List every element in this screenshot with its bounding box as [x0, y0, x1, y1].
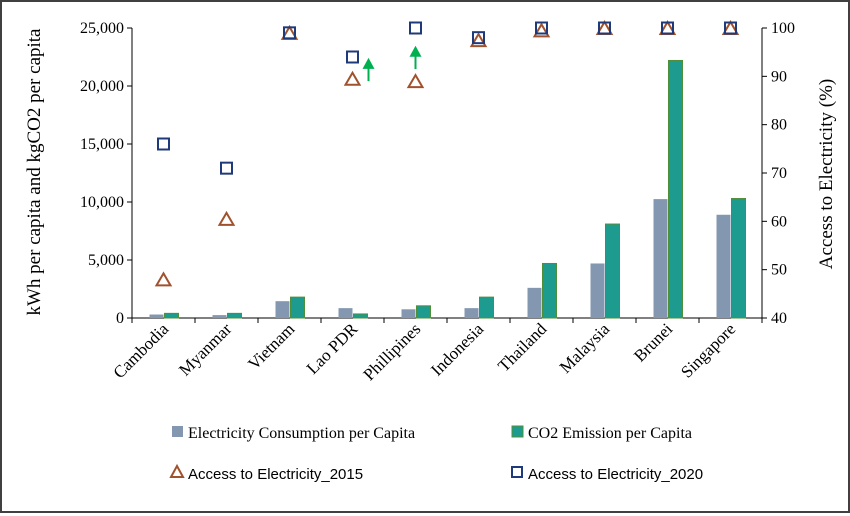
electricity-consumption-bar — [338, 308, 353, 318]
access-2020-marker — [220, 161, 233, 175]
y2-tick-label: 70 — [771, 165, 787, 182]
access-2020-marker — [283, 26, 296, 40]
electricity-consumption-bar — [590, 263, 605, 318]
legend-label: Electricity Consumption per Capita — [188, 425, 415, 442]
co2-emission-bar — [479, 296, 494, 319]
co2-emission-bar — [542, 262, 557, 319]
legend-label: Access to Electricity_2020 — [528, 466, 703, 483]
legend-label: Access to Electricity_2015 — [188, 466, 363, 483]
access-2020-marker — [409, 21, 422, 35]
access-2015-marker — [154, 271, 173, 287]
y2-tick-label: 60 — [771, 213, 787, 230]
labels: Cambodia Myanmar Vietnam Lao PDRPhillipines… — [109, 319, 739, 384]
category-label: Vietnam — [244, 319, 298, 373]
access-2015-marker — [406, 73, 425, 89]
electricity-consumption-bar — [464, 308, 479, 318]
co2-emission-bar — [227, 312, 242, 319]
y-tick-label: 20,000 — [80, 78, 124, 95]
increase-arrow-head — [362, 57, 375, 69]
access-2020-marker — [535, 21, 548, 35]
electricity-consumption-bar — [275, 301, 290, 318]
legend: Electricity Consumption per Capita CO2 Em… — [169, 425, 703, 483]
access-2020-marker — [598, 21, 611, 35]
access-2015-marker — [532, 22, 551, 38]
y-tick-label: 5,000 — [88, 252, 124, 269]
co2-emission-bar — [290, 296, 305, 319]
co2-emission-bar — [668, 59, 683, 319]
legend-swatch — [511, 466, 523, 478]
co2-emission-bar — [416, 305, 431, 319]
y2-tick-label: 80 — [771, 117, 787, 134]
category-label: Thailand — [494, 319, 551, 376]
legend-swatch — [511, 425, 524, 438]
category-label: Singapore — [677, 319, 739, 381]
access-2020-marker — [157, 137, 170, 151]
increase-arrow-head — [409, 45, 422, 57]
y-axis-title: kWh per capita and kgCO2 per capita — [24, 28, 45, 316]
electricity-consumption-bar — [527, 287, 542, 318]
access-2020-marker — [661, 21, 674, 35]
axes: 0 5,000 10,000 15,000 20,000 25,000 40 50 60 70 80… — [80, 20, 795, 327]
category-label: Malaysia — [556, 319, 614, 377]
y2-tick-label: 50 — [771, 262, 787, 279]
y-tick-label: 25,000 — [80, 20, 124, 37]
category-label: Phillipines — [359, 319, 424, 384]
access-2020-marker — [346, 50, 359, 64]
category-label: Cambodia — [109, 319, 172, 382]
y2-tick-label: 40 — [771, 310, 787, 327]
co2-emission-bar — [731, 198, 746, 319]
co2-emission-bar — [164, 312, 179, 319]
y-tick-label: 10,000 — [80, 194, 124, 211]
legend-label: CO2 Emission per Capita — [528, 425, 692, 442]
electricity-consumption-bar — [653, 199, 668, 318]
co2-emission-bar — [605, 223, 620, 319]
y2-tick-label: 100 — [771, 20, 795, 37]
y-tick-label: 0 — [116, 310, 124, 327]
access-2015-marker — [343, 70, 362, 86]
category-label: Lao PDR — [303, 319, 362, 378]
access-2015-marker — [469, 32, 488, 48]
category-label: Brunei — [630, 319, 676, 365]
markers — [154, 20, 740, 287]
electricity-consumption-bar — [149, 314, 164, 318]
legend-swatch — [169, 463, 185, 478]
category-label: Myanmar — [175, 319, 235, 379]
electricity-consumption-bar — [716, 214, 731, 318]
y-tick-label: 15,000 — [80, 136, 124, 153]
access-2015-marker — [217, 210, 236, 226]
access-2020-marker — [724, 21, 737, 35]
y2-tick-label: 90 — [771, 68, 787, 85]
access-2020-marker — [472, 31, 485, 45]
y2-axis-title: Access to Electricity (%) — [816, 79, 837, 269]
category-label: Indonesia — [427, 319, 487, 379]
electricity-consumption-bar — [212, 315, 227, 318]
co2-emission-bar — [353, 313, 368, 319]
bars — [149, 59, 746, 319]
electricity-consumption-bar — [401, 309, 416, 318]
legend-swatch — [172, 426, 183, 437]
